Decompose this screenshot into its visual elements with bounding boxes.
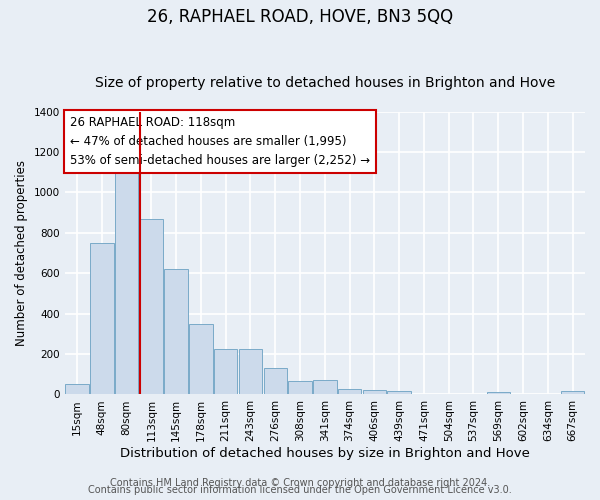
Text: Contains HM Land Registry data © Crown copyright and database right 2024.: Contains HM Land Registry data © Crown c… bbox=[110, 478, 490, 488]
Bar bbox=[115, 172, 139, 394]
Text: 26 RAPHAEL ROAD: 118sqm
← 47% of detached houses are smaller (1,995)
53% of semi: 26 RAPHAEL ROAD: 118sqm ← 47% of detache… bbox=[70, 116, 370, 166]
Title: Size of property relative to detached houses in Brighton and Hove: Size of property relative to detached ho… bbox=[95, 76, 555, 90]
Text: Contains public sector information licensed under the Open Government Licence v3: Contains public sector information licen… bbox=[88, 485, 512, 495]
Bar bbox=[362, 390, 386, 394]
Bar bbox=[65, 384, 89, 394]
Bar bbox=[388, 392, 411, 394]
Bar bbox=[90, 243, 113, 394]
Bar bbox=[487, 392, 510, 394]
Bar bbox=[214, 349, 238, 395]
Y-axis label: Number of detached properties: Number of detached properties bbox=[15, 160, 28, 346]
Bar bbox=[338, 390, 361, 394]
Bar bbox=[189, 324, 213, 394]
X-axis label: Distribution of detached houses by size in Brighton and Hove: Distribution of detached houses by size … bbox=[120, 447, 530, 460]
Bar bbox=[288, 382, 312, 394]
Bar bbox=[164, 269, 188, 394]
Bar bbox=[239, 349, 262, 395]
Bar bbox=[263, 368, 287, 394]
Bar bbox=[140, 218, 163, 394]
Text: 26, RAPHAEL ROAD, HOVE, BN3 5QQ: 26, RAPHAEL ROAD, HOVE, BN3 5QQ bbox=[147, 8, 453, 26]
Bar bbox=[313, 380, 337, 394]
Bar bbox=[561, 392, 584, 394]
